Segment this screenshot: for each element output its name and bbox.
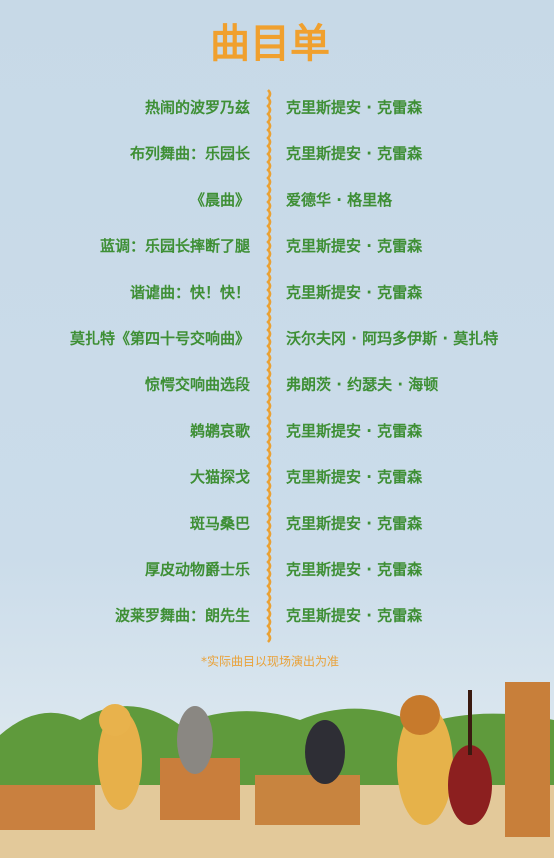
piece: 鹈鹕哀歌 (189, 422, 251, 440)
composer: 克里斯提安 · 克雷森 (286, 145, 423, 163)
composer: 克里斯提安 · 克雷森 (286, 561, 423, 579)
piece: 《晨曲》 (190, 191, 250, 209)
title: 曲目单 (210, 21, 330, 67)
piece: 大猫探戈 (190, 468, 250, 486)
composer: 爱德华 · 格里格 (286, 191, 393, 209)
piece: 布列舞曲：乐园长 (130, 145, 251, 163)
piece: 波莱罗舞曲：朗先生 (115, 607, 250, 625)
composer: 克里斯提安 · 克雷森 (286, 237, 423, 255)
piece: 谐谑曲：快！快！ (130, 283, 250, 301)
composer: 克里斯提安 · 克雷森 (286, 99, 423, 117)
piece: 莫扎特《第四十号交响曲》 (70, 330, 250, 348)
illustration (0, 682, 554, 858)
note: *实际曲目以现场演出为准 (201, 654, 339, 669)
piece: 惊愕交响曲选段 (145, 376, 250, 394)
composer: 沃尔夫冈 · 阿玛多伊斯 · 莫扎特 (286, 330, 498, 348)
composer: 克里斯提安 · 克雷森 (286, 468, 423, 486)
composer: 克里斯提安 · 克雷森 (286, 607, 423, 625)
composer: 克里斯提安 · 克雷森 (286, 283, 423, 301)
divider (266, 89, 272, 643)
piece: 热闹的波罗乃兹 (145, 99, 250, 117)
composer: 弗朗茨 · 约瑟夫 · 海顿 (286, 376, 438, 394)
piece: 蓝调：乐园长摔断了腿 (100, 237, 250, 255)
piece: 斑马桑巴 (190, 514, 250, 532)
composer: 克里斯提安 · 克雷森 (286, 514, 423, 532)
composer: 克里斯提安 · 克雷森 (286, 422, 423, 440)
piece: 厚皮动物爵士乐 (145, 561, 250, 579)
